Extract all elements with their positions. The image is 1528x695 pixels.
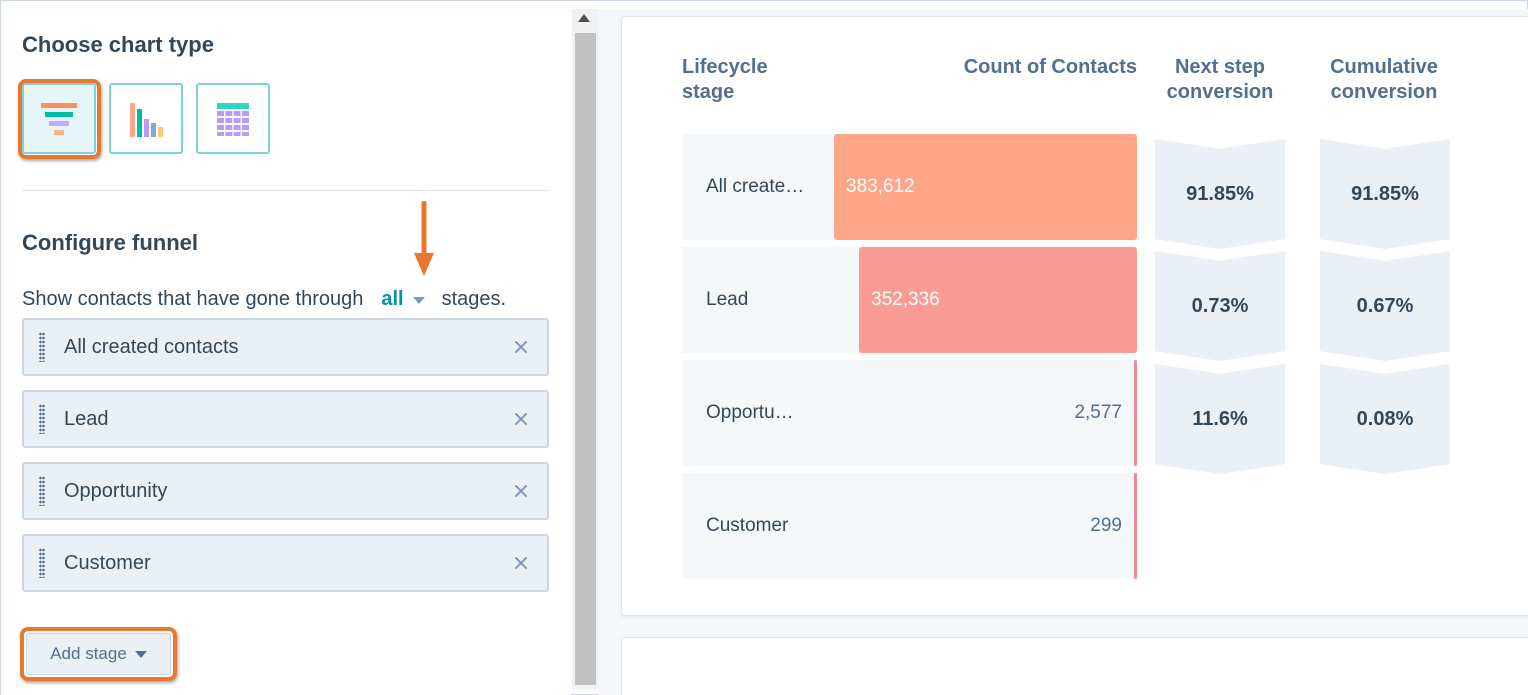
header-count-of-contacts: Count of Contacts bbox=[963, 56, 1137, 78]
header-lifecycle-stage: Lifecycle stage bbox=[682, 56, 768, 103]
funnel-bar[interactable] bbox=[1134, 360, 1137, 466]
stage-filter-suffix: stages. bbox=[441, 288, 507, 310]
stage-filter-prefix: Show contacts that have gone through bbox=[22, 288, 364, 310]
header-cumulative-conversion: Cumulative conversion bbox=[1330, 56, 1438, 103]
funnel-stage-name: Opportu… bbox=[706, 402, 794, 423]
section-divider bbox=[22, 190, 549, 191]
cumulative-conversion-badge: 0.08% bbox=[1320, 364, 1450, 474]
add-stage-label: Add stage bbox=[50, 644, 127, 663]
chart-type-table-button[interactable] bbox=[196, 83, 270, 154]
configure-funnel-heading: Configure funnel bbox=[22, 230, 198, 255]
stage-row-opportunity[interactable]: Opportunity bbox=[22, 462, 549, 520]
choose-chart-type-heading: Choose chart type bbox=[22, 32, 214, 57]
drag-handle-icon[interactable] bbox=[39, 548, 45, 578]
caret-down-icon bbox=[134, 650, 147, 658]
stage-row-customer[interactable]: Customer bbox=[22, 534, 549, 592]
funnel-row[interactable]: All create… 383,612 bbox=[682, 134, 1137, 240]
cumulative-conversion-badge: 0.67% bbox=[1320, 251, 1450, 361]
funnel-bar[interactable] bbox=[834, 134, 1137, 240]
funnel-bar[interactable] bbox=[1134, 473, 1137, 579]
funnel-stage-name: Lead bbox=[706, 289, 749, 310]
chart-config-panel: Choose chart type bbox=[1, 1, 571, 695]
stage-label: Customer bbox=[64, 551, 151, 574]
chart-type-funnel-button[interactable] bbox=[22, 83, 96, 154]
drag-handle-icon[interactable] bbox=[39, 332, 45, 362]
add-stage-button[interactable]: Add stage bbox=[26, 633, 171, 675]
close-icon[interactable] bbox=[513, 555, 529, 571]
scrollbar-thumb[interactable] bbox=[575, 33, 596, 685]
funnel-bar-value: 383,612 bbox=[846, 176, 915, 197]
funnel-bar-value: 2,577 bbox=[1074, 402, 1122, 423]
drag-handle-icon[interactable] bbox=[39, 476, 45, 506]
close-icon[interactable] bbox=[513, 411, 529, 427]
stage-filter-dropdown[interactable]: all bbox=[381, 288, 425, 311]
secondary-report-card bbox=[621, 637, 1528, 695]
table-chart-icon bbox=[217, 102, 249, 136]
funnel-row[interactable]: Lead 352,336 bbox=[682, 247, 1137, 353]
funnel-bar[interactable] bbox=[859, 247, 1137, 353]
stage-label: All created contacts bbox=[64, 335, 239, 358]
down-arrow-annotation-icon bbox=[414, 201, 434, 276]
funnel-stage-name: Customer bbox=[706, 515, 789, 536]
next-step-conversion-badge: 0.73% bbox=[1155, 251, 1285, 361]
stage-label: Opportunity bbox=[64, 479, 168, 502]
funnel-stage-name: All create… bbox=[706, 176, 805, 197]
caret-down-icon bbox=[412, 297, 425, 304]
funnel-row[interactable]: Customer 299 bbox=[682, 473, 1137, 579]
close-icon[interactable] bbox=[513, 339, 529, 355]
close-icon[interactable] bbox=[513, 483, 529, 499]
stage-row-lead[interactable]: Lead bbox=[22, 390, 549, 448]
chart-type-bar-button[interactable] bbox=[109, 83, 183, 154]
next-step-conversion-badge: 91.85% bbox=[1155, 139, 1285, 249]
drag-handle-icon[interactable] bbox=[39, 404, 45, 434]
scroll-up-arrow-icon[interactable] bbox=[578, 14, 590, 22]
cumulative-conversion-badge: 91.85% bbox=[1320, 139, 1450, 249]
stage-filter-sentence: Show contacts that have gone through all… bbox=[22, 288, 506, 311]
next-step-conversion-badge: 11.6% bbox=[1155, 364, 1285, 474]
funnel-bar-value: 299 bbox=[1090, 515, 1122, 536]
bar-chart-icon bbox=[130, 102, 163, 137]
funnel-bar-value: 352,336 bbox=[871, 289, 940, 310]
stage-label: Lead bbox=[64, 407, 109, 430]
funnel-chart-icon bbox=[41, 102, 77, 135]
funnel-row[interactable]: Opportu… 2,577 bbox=[682, 360, 1137, 466]
header-next-step-conversion: Next step conversion bbox=[1166, 56, 1274, 103]
stage-filter-dropdown-value: all bbox=[381, 288, 404, 310]
vertical-scrollbar[interactable] bbox=[572, 9, 599, 689]
stage-row-all-created-contacts[interactable]: All created contacts bbox=[22, 318, 549, 376]
